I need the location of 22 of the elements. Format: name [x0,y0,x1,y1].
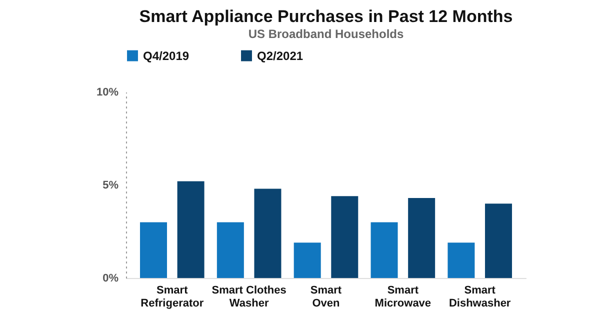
y-tick-label: 0% [102,272,119,284]
bar [370,222,398,278]
chart-subtitle: US Broadband Households [248,27,404,41]
bar [216,222,244,278]
bar [140,222,168,278]
bar [408,198,436,278]
bar [177,181,204,278]
bar [294,242,321,278]
legend-label: Q2/2021 [257,48,304,63]
y-tick-label: 10% [96,86,119,98]
y-tick-label: 5% [102,180,119,192]
x-tick-label: Smart Clothes Washer [212,284,286,310]
bar [448,242,475,278]
x-tick-label: Smart Oven [310,284,342,310]
bar [254,188,282,278]
bar [484,204,512,278]
legend-label: Q4/2019 [143,48,190,63]
bar [331,196,358,278]
chart-title: Smart Appliance Purchases in Past 12 Months [139,7,513,26]
x-tick-label: Smart Microwave [374,284,432,310]
x-tick-label: Smart Refrigerator [140,284,204,310]
x-tick-label: Smart Dishwasher [448,284,512,310]
